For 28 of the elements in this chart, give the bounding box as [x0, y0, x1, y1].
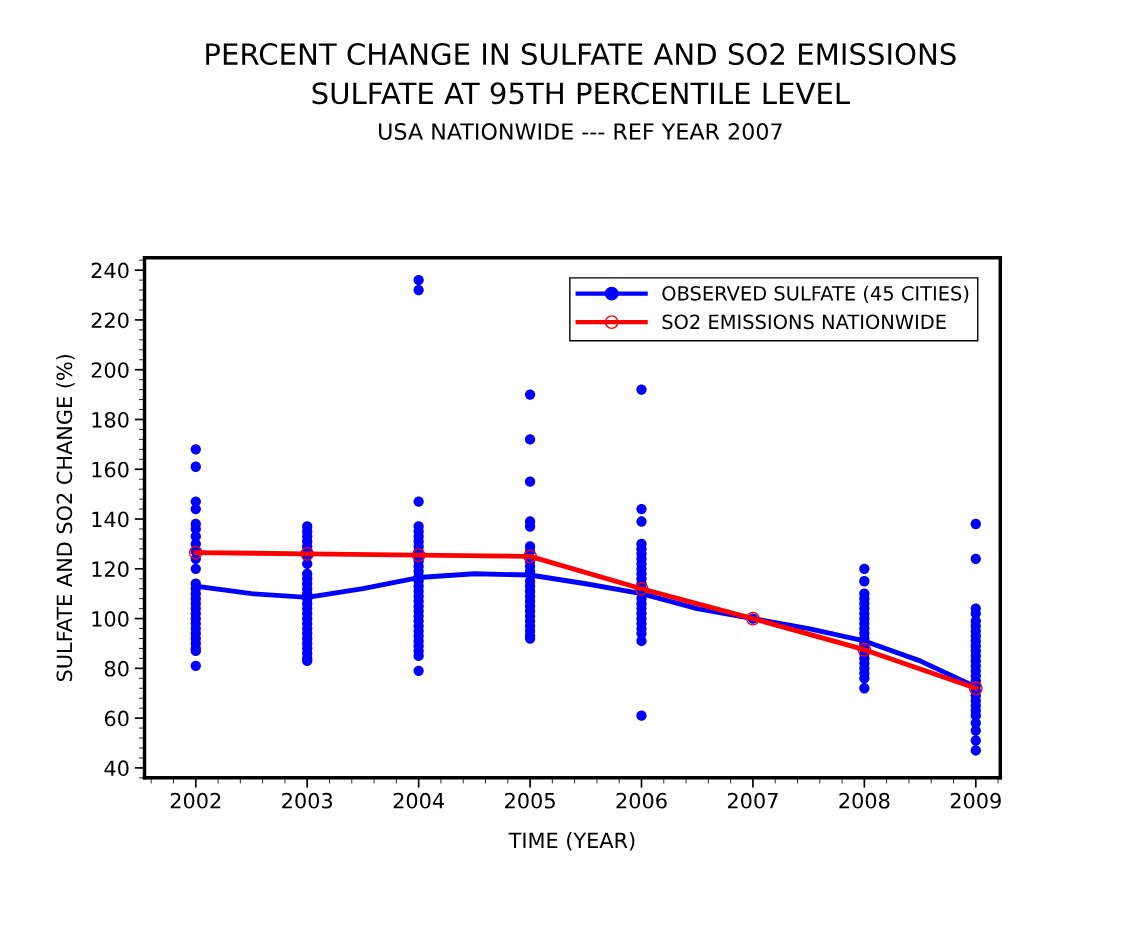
- x-tick-label: 2008: [839, 792, 890, 809]
- x-tick-label: 2007: [727, 792, 778, 809]
- x-tick-label: 2004: [393, 792, 444, 809]
- x-tick-label: 2009: [950, 792, 1001, 809]
- point: [300, 546, 315, 561]
- y-tick-label: 140: [92, 511, 129, 528]
- y-tick-label: 240: [91, 262, 129, 279]
- y-tick-label: 200: [91, 362, 129, 378]
- y-tick-label: 40: [104, 760, 129, 777]
- y-tick-label: 80: [104, 660, 129, 677]
- legend-label: OBSERVED SULFATE (45 CITIES): [662, 285, 969, 303]
- point: [968, 681, 983, 696]
- x-tick-label: 2005: [505, 792, 555, 809]
- x-tick-label: 2006: [616, 792, 667, 809]
- y-tick-label: 180: [92, 411, 129, 428]
- y-tick-label: 160: [92, 461, 129, 478]
- x-tick-label: 2002: [170, 792, 221, 809]
- y-tick-label: 60: [104, 710, 129, 727]
- x-axis-title: TIME (YEAR): [508, 832, 635, 851]
- point: [523, 549, 538, 564]
- chart-title: PERCENT CHANGE IN SULFATE AND SO2 EMISSIONS SULFATE AT 95TH PERCENTILE LEVEL: [206, 42, 956, 105]
- y-axis-title: SULFATE AND SO2 CHANGE (%): [56, 354, 75, 682]
- y-tick-label: 120: [92, 561, 129, 578]
- y-tick-label: 100: [92, 611, 129, 627]
- chart-subtitle: USA NATIONWIDE --- REF YEAR 2007: [379, 123, 782, 140]
- y-tick-label: 220: [91, 312, 129, 329]
- legend-label: SO2 EMISSIONS NATIONWIDE: [662, 314, 946, 330]
- x-tick-label: 2003: [282, 792, 333, 809]
